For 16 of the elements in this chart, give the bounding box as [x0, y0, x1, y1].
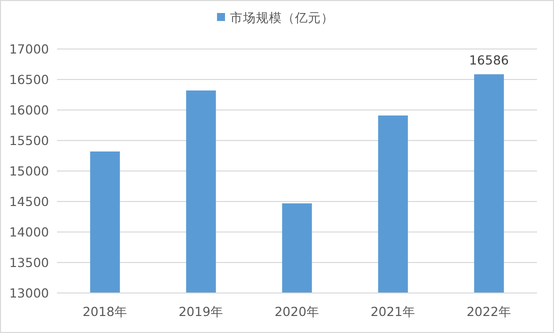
- ytick: 17000: [9, 42, 49, 56]
- ytick: 16000: [9, 102, 49, 118]
- xtick: 2020年: [274, 304, 320, 319]
- ytick: 14000: [9, 224, 49, 240]
- ytick: 15500: [9, 133, 49, 148]
- ytick: 14500: [9, 194, 49, 209]
- ytick: 13000: [9, 286, 49, 300]
- xtick: 2021年: [370, 304, 416, 319]
- legend-label: 市场规模（亿元）: [230, 10, 334, 25]
- xtick: 2018年: [82, 304, 128, 319]
- data-label: 16586: [469, 52, 509, 68]
- ytick: 16500: [9, 72, 49, 87]
- xtick: 2019年: [178, 304, 224, 319]
- ytick: 15000: [9, 164, 49, 178]
- ytick: 13500: [9, 255, 49, 270]
- xtick: 2022年: [466, 304, 512, 319]
